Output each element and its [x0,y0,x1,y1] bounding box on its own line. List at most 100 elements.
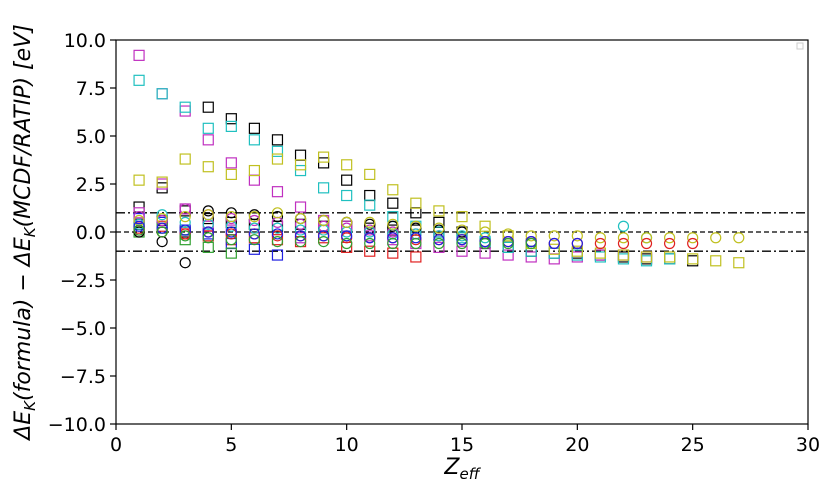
square-marker [387,184,399,196]
x-tick-label: 10 [335,434,359,456]
circle-marker [202,226,214,238]
circle-marker [271,211,284,223]
x-tick-label: 20 [565,434,589,456]
circle-marker [341,230,353,242]
square-marker [271,145,284,157]
circle-marker [456,230,468,242]
circle-marker [502,237,514,250]
circle-marker [617,220,630,232]
y-tick-label: −7.5 [60,366,106,388]
square-marker [202,161,214,173]
square-marker [456,211,468,223]
circle-marker [525,237,537,250]
square-marker [341,174,353,186]
circle-marker [387,218,399,230]
x-tick-label: 0 [110,434,122,456]
square-marker [248,164,260,177]
square-marker [364,245,376,257]
circle-marker [387,232,399,244]
square-marker [294,201,307,213]
circle-marker [640,232,653,244]
circle-marker [179,211,191,223]
square-marker [710,255,722,267]
circle-marker [202,232,214,244]
square-marker [364,168,376,180]
circle-marker [225,234,237,246]
circle-marker [341,216,353,228]
circle-marker [248,228,260,240]
x-axis-ticks: 0 5 10 15 20 25 30 [110,424,820,456]
circle-marker [479,232,491,244]
circle-marker [294,230,307,242]
circle-marker [663,232,676,244]
circle-marker [571,237,583,250]
x-tick-label: 30 [796,434,820,456]
square-marker [294,159,307,171]
circle-marker [271,207,284,219]
circle-marker [525,230,537,242]
square-marker [617,249,630,261]
circle-marker [594,237,607,250]
circle-marker [294,212,307,225]
square-marker [225,247,237,259]
circle-marker [156,222,168,234]
circle-marker [179,203,191,215]
circle-marker [202,205,214,217]
square-marker [318,182,330,194]
circle-marker [663,237,676,250]
circle-marker [133,224,145,236]
square-marker [133,74,145,86]
x-axis-label: Zeff [443,455,481,483]
circle-marker [294,236,307,248]
square-marker [479,220,491,232]
circle-marker [433,234,445,246]
circle-marker [387,237,399,250]
circle-marker [548,237,560,250]
circle-marker [410,232,422,244]
circle-marker [710,232,722,244]
square-marker [271,186,284,198]
square-marker [179,101,191,113]
circle-marker [364,237,376,250]
circle-marker [225,207,237,219]
circle-marker [318,214,330,227]
square-marker [225,157,237,169]
square-marker [502,249,514,261]
square-marker [548,243,560,255]
square-marker [133,49,145,61]
circle-marker [248,222,260,234]
y-tick-label: 5.0 [76,126,106,148]
square-marker [502,241,514,253]
circle-marker [179,224,191,236]
circle-marker [248,234,260,246]
circle-marker [179,230,191,242]
square-marker [410,251,422,263]
square-marker [225,113,237,125]
square-marker [202,122,214,134]
circle-marker [271,236,284,248]
y-axis-ticks: −10.0 −7.5 −5.0 −2.5 0.0 2.5 5.0 7.5 10.0 [48,30,116,436]
square-marker [640,251,653,263]
reference-lines [116,212,808,252]
square-marker [525,251,537,263]
circle-marker [294,224,307,236]
circle-marker [687,232,699,244]
y-tick-label: 0.0 [76,222,106,244]
circle-marker [294,218,307,230]
circle-marker [594,232,607,244]
y-tick-label: −10.0 [48,414,106,436]
circle-marker [318,230,330,242]
circle-marker [687,237,699,250]
y-axis-label: ΔEK(formula) − ΔEK(MCDF/RATIP) [eV] [11,24,39,442]
circle-marker [248,211,260,223]
legend-box [796,42,804,50]
square-marker [202,134,214,146]
square-marker [663,251,676,263]
circle-marker [271,228,284,240]
circle-marker [456,234,468,246]
square-marker [733,257,745,269]
circle-marker [318,236,330,248]
y-tick-label: −2.5 [60,270,106,292]
square-marker [433,241,445,253]
square-marker [156,176,168,188]
